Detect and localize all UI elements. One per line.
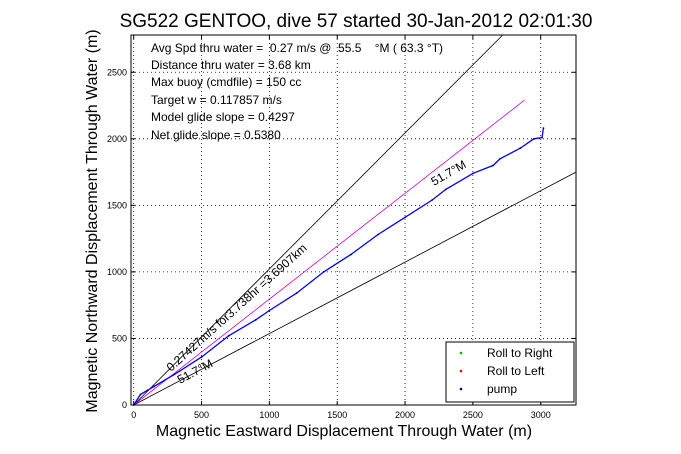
legend-label-roll-left: Roll to Left (487, 364, 545, 378)
annotation-distance: Distance thru water = 3.68 km (151, 58, 311, 72)
track-point (492, 164, 495, 167)
track-point (404, 216, 406, 219)
track-point (268, 309, 271, 312)
y-tick-label: 2500 (107, 67, 127, 77)
plot-series (132, 34, 577, 406)
track-point (533, 137, 535, 140)
legend-marker-roll-left (459, 369, 463, 373)
dive-summary: Avg Spd thru water = 0.27 m/s @ 55.5 °M … (151, 41, 443, 142)
x-axis-label: Magnetic Eastward Displacement Through W… (156, 423, 532, 440)
track-point (153, 385, 155, 388)
track-point (227, 334, 230, 337)
track-point (377, 233, 379, 236)
x-tick-label: 1500 (327, 410, 347, 420)
annotation-model-glide-slope: Model glide slope = 0.4297 (151, 110, 295, 124)
y-tick-label: 0 (122, 400, 127, 410)
y-axis-label: Magnetic Northward Displacement Through … (84, 29, 101, 412)
track-point (499, 157, 501, 160)
series-line-1 (133, 171, 577, 406)
x-tick-label: 3000 (531, 410, 551, 420)
track-point (254, 318, 257, 321)
x-tick-label: 2500 (463, 410, 483, 420)
track-point (173, 373, 176, 376)
legend: Roll to Right Roll to Left pump (445, 341, 575, 403)
y-tick-label: 1000 (107, 267, 127, 277)
y-tick-label: 2000 (107, 134, 127, 144)
track-point (541, 136, 543, 139)
chart-title: SG522 GENTOO, dive 57 started 30-Jan-201… (120, 11, 593, 32)
track-point (295, 292, 298, 295)
x-tick-label: 500 (194, 410, 209, 420)
track-point (349, 253, 352, 256)
y-tick-label: 500 (112, 333, 127, 343)
legend-label-roll-right: Roll to Right (487, 346, 553, 360)
track-point (444, 188, 447, 191)
legend-marker-roll-right (459, 351, 463, 355)
x-tick-label: 0 (131, 410, 136, 420)
track-point (471, 172, 474, 175)
annotation-max-buoy: Max buoy (cmdfile) = 150 cc (151, 75, 301, 89)
annotation-net-glide-slope: Net glide slope = 0.5380 (151, 128, 281, 142)
series-line-0 (133, 34, 503, 406)
track-point (322, 271, 325, 273)
legend-box (445, 341, 575, 403)
x-tick-label: 2000 (395, 410, 415, 420)
y-tick-label: 1500 (107, 200, 127, 210)
annotation-avg-speed: Avg Spd thru water = 0.27 m/s @ 55.5 °M … (151, 41, 443, 55)
axis-ticks: 0 500 1000 1500 2000 2500 3000 0 500 1000 1500 2000… (107, 35, 576, 420)
legend-label-pump: pump (487, 382, 517, 396)
track-point (431, 199, 434, 201)
legend-marker-pump (459, 387, 463, 391)
series-line-2 (133, 99, 525, 406)
track-point (542, 127, 545, 130)
track-point (146, 389, 149, 392)
track-point (200, 356, 203, 358)
annotation-target-w: Target w = 0.117857 m/s (151, 93, 282, 107)
track-point (139, 393, 142, 396)
plot-area-frame (130, 34, 577, 406)
x-tick-label: 1000 (259, 410, 279, 420)
track-point (519, 147, 522, 150)
